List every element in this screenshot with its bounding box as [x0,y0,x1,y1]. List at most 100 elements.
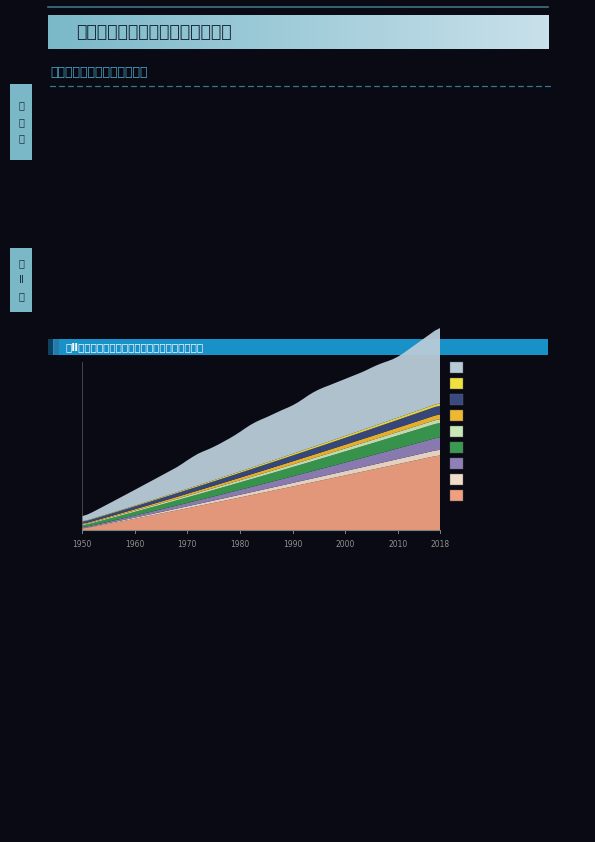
Bar [163,15,169,49]
Bar [493,15,499,49]
Bar [313,15,319,49]
Bar [518,15,524,49]
Bar [208,15,214,49]
Bar [450,426,463,437]
Polygon shape [82,414,440,525]
Bar [450,378,463,389]
Bar [443,15,449,49]
Bar [298,15,304,49]
Bar [278,15,284,49]
Bar [503,15,509,49]
Polygon shape [82,406,440,524]
Bar [153,15,159,49]
Bar [263,15,269,49]
Bar [388,15,394,49]
Polygon shape [82,403,440,522]
Bar [328,15,334,49]
Bar [523,15,529,49]
Bar [78,15,84,49]
Bar [483,15,489,49]
Bar [258,15,264,49]
Bar [450,458,463,469]
Text: 1960: 1960 [125,540,145,549]
Bar [253,15,259,49]
Bar [323,15,329,49]
Bar [283,15,289,49]
Bar [393,15,399,49]
Bar [463,15,469,49]
Bar [358,15,364,49]
Bar [498,15,504,49]
Bar [408,15,414,49]
Bar [450,490,463,501]
Bar [93,15,99,49]
Bar [228,15,234,49]
Bar [193,15,199,49]
Bar [133,15,139,49]
Bar [418,15,424,49]
Bar [423,15,429,49]
Bar [198,15,204,49]
Bar [488,15,494,49]
Bar [10,248,32,312]
Bar [383,15,389,49]
Bar [10,84,32,160]
Text: 2018: 2018 [430,540,450,549]
Bar [243,15,249,49]
Bar [363,15,369,49]
Bar [353,15,359,49]
Bar [53,15,59,49]
Bar [333,15,339,49]
Bar [203,15,209,49]
Bar [113,15,119,49]
Text: 2000: 2000 [336,540,355,549]
Bar [233,15,239,49]
Bar [450,474,463,485]
Bar [428,15,434,49]
Bar [450,394,463,405]
Bar [128,15,134,49]
Bar [373,15,379,49]
Bar [368,15,374,49]
Text: 1970: 1970 [177,540,197,549]
Bar [508,15,514,49]
Bar [478,15,484,49]
Bar [148,15,154,49]
Polygon shape [82,450,440,529]
Bar [48,15,54,49]
Bar [48,339,53,355]
Bar [433,15,439,49]
Bar [103,15,109,49]
Bar [213,15,219,49]
Bar [343,15,349,49]
Text: 1950: 1950 [73,540,92,549]
Text: 図Ⅱ－４－１　世界の漁業・養殖業生産量の推移: 図Ⅱ－４－１ 世界の漁業・養殖業生産量の推移 [65,342,203,352]
Bar [238,15,244,49]
Bar [308,15,314,49]
Bar [68,15,74,49]
Bar [73,15,79,49]
Bar [318,15,324,49]
Bar [138,15,144,49]
Bar [143,15,149,49]
Bar [248,15,254,49]
Bar [58,15,64,49]
Bar [173,15,179,49]
Text: 1990: 1990 [283,540,302,549]
Polygon shape [82,456,440,530]
Bar [453,15,459,49]
Text: 1980: 1980 [230,540,249,549]
Bar [178,15,184,49]
Bar [303,15,309,49]
Bar [118,15,124,49]
Bar [338,15,344,49]
Bar [450,362,463,373]
Bar [398,15,404,49]
Bar [450,442,463,453]
Bar [450,410,463,421]
Bar [63,15,69,49]
Text: 第
Ⅱ
章: 第 Ⅱ 章 [18,258,24,301]
Bar [458,15,464,49]
Bar [123,15,129,49]
Bar [108,15,114,49]
